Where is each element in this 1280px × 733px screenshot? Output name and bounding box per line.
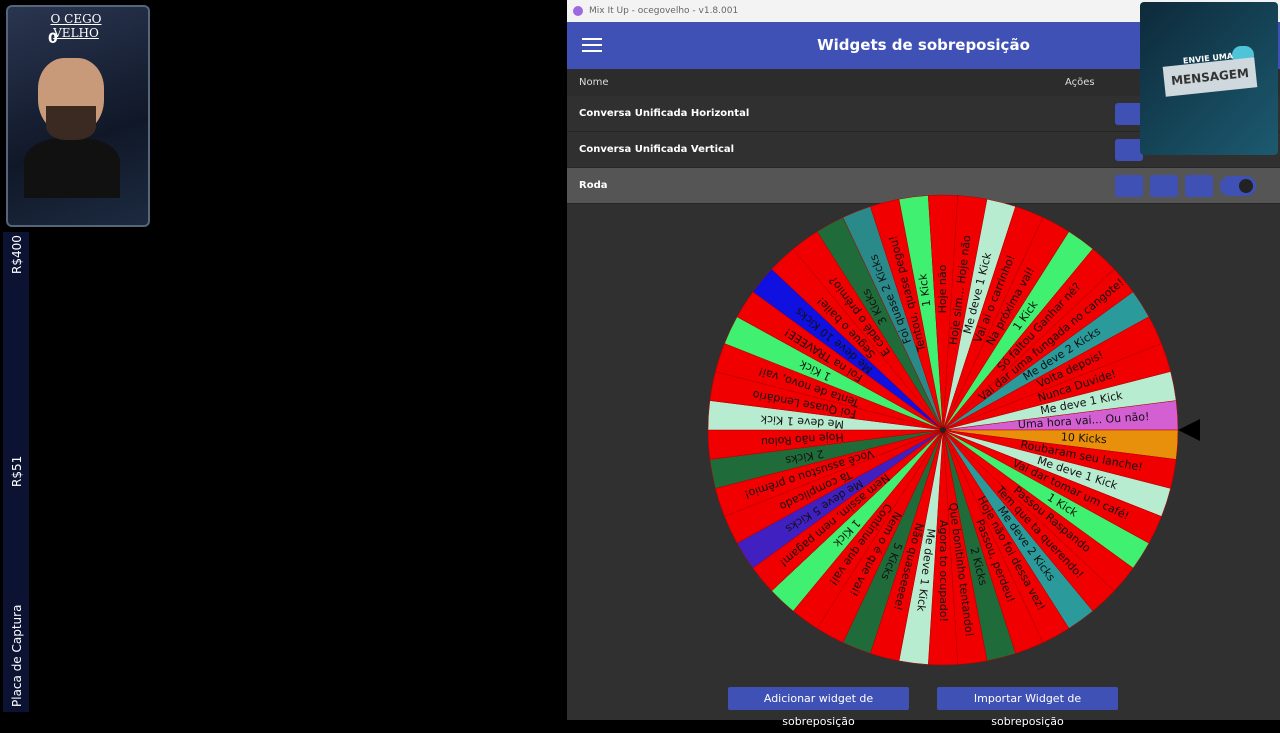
wheel-label: Hoje não Rolou xyxy=(761,430,845,448)
column-header: Ações xyxy=(1065,77,1095,88)
link-button[interactable] xyxy=(1115,175,1143,197)
sidebar-label: Placa de Captura xyxy=(10,604,24,707)
delete-button[interactable] xyxy=(1185,175,1213,197)
page-title: Widgets de sobreposição xyxy=(817,36,1030,54)
add-button[interactable]: Adicionar widget de sobreposição xyxy=(728,687,909,728)
table-row[interactable]: Conversa Unificada Vertical xyxy=(567,132,1280,168)
counter: 0 xyxy=(48,31,58,47)
sidebar-label: R$400 xyxy=(10,235,24,274)
app-icon xyxy=(573,5,583,16)
wheel: Uma hora vai... Ou não!10 KicksRoubaram … xyxy=(707,194,1200,666)
wheel-label: Me deve 1 Kick xyxy=(760,412,845,430)
wheel-hub xyxy=(940,427,946,433)
toggle[interactable] xyxy=(1220,176,1256,196)
wheel-label: 10 Kicks xyxy=(1060,430,1107,446)
row-name: Conversa Unificada Vertical xyxy=(579,144,735,155)
sidebar-label: R$51 xyxy=(10,455,24,487)
title-bar: Mix It Up - ocegovelho - v1.8.001 xyxy=(567,0,1280,22)
row-name: Roda xyxy=(579,180,608,191)
sidebar: R$400 R$51 Placa de Captura xyxy=(3,232,29,712)
wheel-label: 1 Kick xyxy=(916,272,933,307)
row-name: Conversa Unificada Horizontal xyxy=(579,108,750,119)
avatar-beard xyxy=(46,106,96,140)
edit-button[interactable] xyxy=(1150,175,1178,197)
import-button[interactable]: Importar Widget de sobreposição xyxy=(937,687,1118,728)
wheel-label: Hoje não xyxy=(936,264,949,313)
wheel-pointer xyxy=(1178,419,1200,441)
avatar-body xyxy=(24,138,120,198)
column-header: Nome xyxy=(579,77,609,88)
wheel-label: Agora to ocupado! xyxy=(937,520,950,622)
streamer-name: O CEGO VELHO xyxy=(50,12,102,40)
table-row[interactable]: Conversa Unificada Horizontal xyxy=(567,96,1280,132)
link-button[interactable] xyxy=(1115,103,1143,125)
message-widget: ENVIE UMA MENSAGEM xyxy=(1140,2,1278,155)
window-title: Mix It Up - ocegovelho - v1.8.001 xyxy=(589,6,739,16)
menu-button[interactable] xyxy=(582,38,602,52)
link-button[interactable] xyxy=(1115,139,1143,161)
wheel-segment xyxy=(942,371,1177,431)
